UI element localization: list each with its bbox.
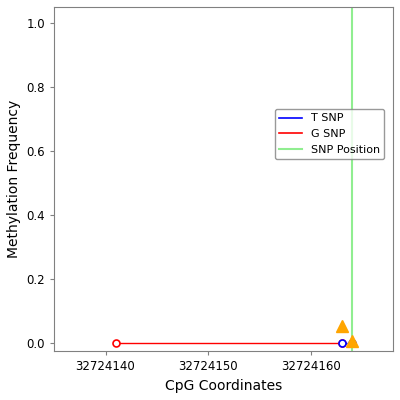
Y-axis label: Methylation Frequency: Methylation Frequency [7,100,21,258]
X-axis label: CpG Coordinates: CpG Coordinates [165,379,282,393]
Legend: T SNP, G SNP, SNP Position: T SNP, G SNP, SNP Position [275,109,384,159]
